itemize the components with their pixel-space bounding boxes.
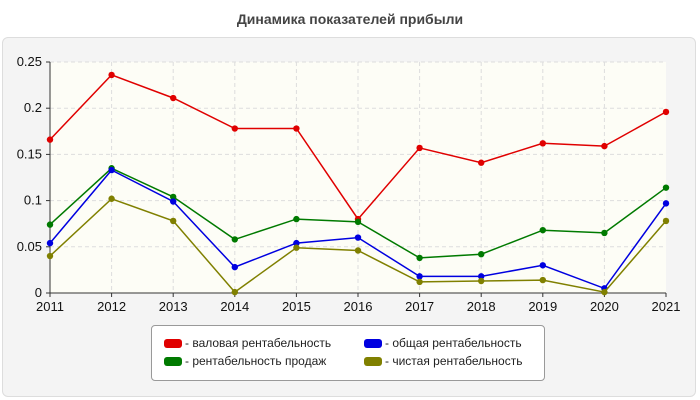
data-point[interactable] [354,234,362,241]
data-point[interactable] [231,236,238,243]
y-tick-label: 0.25 [17,54,42,69]
data-point[interactable] [108,195,115,202]
data-point[interactable] [108,71,115,79]
x-tick-label: 2015 [282,299,311,314]
x-tick-label: 2020 [590,299,619,314]
y-tick-label: 0.2 [24,100,42,115]
data-point[interactable] [170,193,177,201]
legend-item-total-margin[interactable]: - общая рентабельность [364,335,522,351]
data-point[interactable] [662,184,670,191]
y-tick-label: 0.1 [24,193,42,208]
data-point[interactable] [601,229,608,237]
y-tick-label: 0.05 [17,239,42,254]
legend: - валовая рентабельность - общая рентабе… [151,325,545,381]
series-group [46,71,670,296]
data-point[interactable] [231,263,238,271]
x-tick-label: 2021 [652,299,681,314]
data-point[interactable] [108,166,115,174]
data-point[interactable] [662,200,670,207]
data-point[interactable] [170,94,177,102]
x-tick-label: 2011 [36,299,64,314]
data-point[interactable] [478,159,485,166]
x-tick-label: 2013 [159,299,188,314]
x-tick-label: 2019 [528,299,557,314]
data-point[interactable] [46,239,54,247]
x-tick-label: 2017 [405,299,434,314]
x-tick-labels: 2011 2012 2013 2014 2015 2016 2017 2018 2019 2020… [36,299,680,314]
legend-swatch-blue [364,338,382,348]
legend-label: - валовая рентабельность [185,336,332,350]
data-point[interactable] [293,244,300,251]
data-point[interactable] [416,273,423,280]
x-tick-label: 2018 [467,299,496,314]
data-point[interactable] [478,250,485,258]
data-point[interactable] [293,239,300,247]
data-point[interactable] [539,276,546,284]
legend-label: - рентабельность продаж [185,354,327,368]
legend-swatch-red [164,338,182,348]
data-point[interactable] [478,273,485,280]
data-point[interactable] [293,125,300,132]
data-point[interactable] [170,198,177,205]
data-point[interactable] [46,252,54,260]
y-tick-labels: 0 0.05 0.1 0.15 0.2 0.25 [17,54,42,300]
data-point[interactable] [46,136,54,143]
data-point[interactable] [416,254,423,262]
legend-swatch-olive [364,356,382,366]
data-point[interactable] [478,277,485,285]
legend-label: - чистая рентабельность [385,354,523,368]
x-tick-label: 2012 [97,299,126,314]
series-2 [46,165,670,262]
data-point[interactable] [662,217,670,225]
data-point[interactable] [354,247,362,254]
chart-title: Динамика показателей прибыли [236,11,464,27]
data-point[interactable] [170,217,177,225]
data-point[interactable] [539,140,546,147]
data-point[interactable] [662,108,670,116]
y-tick-label: 0.15 [17,146,42,161]
data-point[interactable] [539,226,546,234]
data-point[interactable] [231,125,238,132]
data-point[interactable] [416,144,423,152]
x-tick-label: 2014 [220,299,249,314]
data-point[interactable] [354,218,362,226]
legend-item-gross-margin[interactable]: - валовая рентабельность [164,335,331,351]
data-point[interactable] [601,142,608,150]
legend-item-net-margin[interactable]: - чистая рентабельность [364,353,522,369]
data-point[interactable] [46,221,54,228]
x-tick-label: 2016 [344,299,373,314]
legend-swatch-green [164,356,182,366]
data-point[interactable] [231,288,238,296]
legend-item-sales-margin[interactable]: - рентабельность продаж [164,353,326,369]
y-tick-label: 0 [35,285,42,300]
data-point[interactable] [601,288,608,296]
data-point[interactable] [539,262,546,269]
data-point[interactable] [416,278,423,286]
legend-label: - общая рентабельность [385,336,522,350]
series-4 [46,195,670,296]
data-point[interactable] [293,215,300,223]
